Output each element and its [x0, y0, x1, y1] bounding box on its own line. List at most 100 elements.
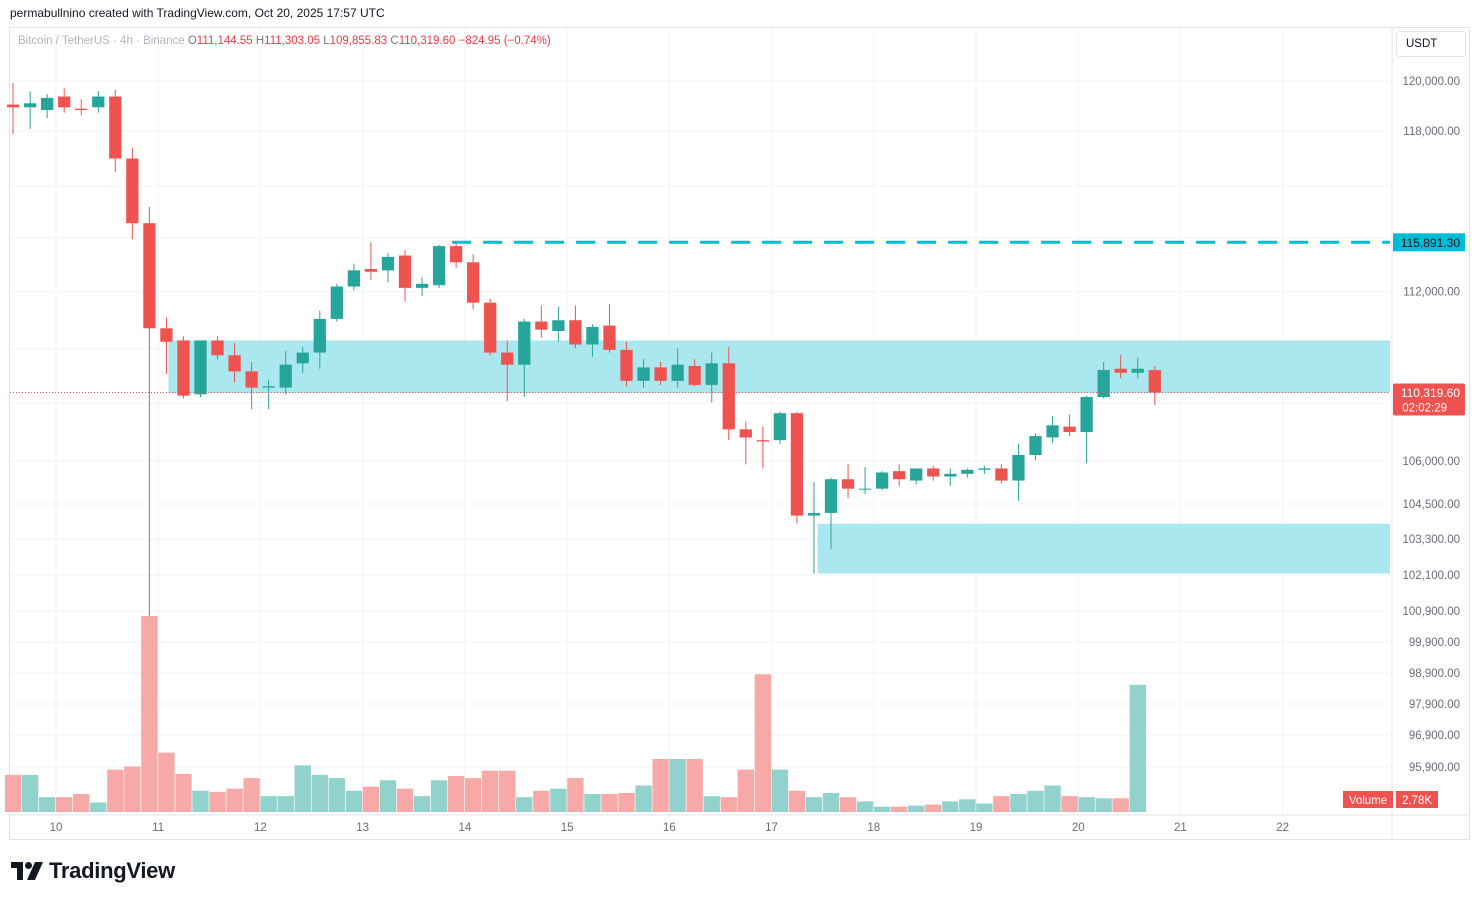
candle-body — [773, 413, 787, 441]
volume-bar — [430, 780, 448, 812]
volume-value-tag — [1396, 791, 1438, 808]
volume-bar — [601, 793, 618, 812]
level-price-text: 115,891.30 — [1401, 236, 1460, 250]
volume-bar — [703, 796, 720, 812]
candle-body — [654, 367, 667, 381]
volume-bar — [107, 769, 124, 812]
volume-bar — [635, 785, 652, 812]
symbol-info[interactable]: Bitcoin / TetherUS · 4h · Binance — [18, 35, 185, 47]
tradingview-logo[interactable]: TradingView — [11, 858, 175, 884]
chart-frame[interactable] — [9, 27, 1470, 840]
volume-tag — [1343, 791, 1393, 808]
volume-bar — [260, 796, 277, 812]
volume-value-text: 2.78K — [1402, 795, 1432, 807]
price-tick-label: 118,000.00 — [1403, 126, 1460, 138]
volume-bar — [942, 801, 959, 812]
candle-body — [501, 352, 514, 365]
volume-bar — [362, 786, 380, 812]
support-resistance-zone — [168, 340, 1390, 393]
volume-bar — [294, 765, 311, 812]
candle-body — [1131, 368, 1144, 373]
close-value: 110,319.60 — [398, 35, 456, 47]
time-tick-label: 14 — [458, 822, 471, 834]
candle-body — [58, 96, 71, 108]
volume-bar — [1061, 796, 1078, 812]
candle-body — [313, 318, 326, 353]
candle-body — [398, 255, 412, 288]
candle-body — [211, 340, 224, 356]
volume-bar — [1044, 785, 1061, 812]
volume-bar — [584, 793, 601, 812]
time-tick-label: 16 — [663, 822, 676, 834]
candle-body — [518, 321, 531, 365]
time-tick-label: 10 — [50, 822, 63, 834]
volume-bar — [805, 797, 823, 812]
candle-body — [671, 364, 684, 381]
price-tick-label: 95,900.00 — [1409, 762, 1460, 774]
volume-bar — [311, 774, 328, 812]
currency-selector[interactable]: USDT — [1396, 31, 1466, 57]
volume-bar — [1010, 793, 1027, 812]
volume-bar — [788, 790, 806, 812]
candle-body — [722, 363, 735, 430]
support-resistance-zone — [817, 523, 1390, 574]
candle-body — [296, 352, 309, 364]
candle-body — [756, 440, 769, 442]
candle-body — [688, 366, 701, 385]
volume-bars — [4, 616, 1146, 812]
low-value: 109,855.83 — [329, 35, 388, 47]
candle-body — [1046, 425, 1059, 438]
horizontal-level[interactable] — [10, 240, 1390, 393]
volume-bar — [192, 790, 209, 812]
volume-bar — [209, 791, 226, 812]
volume-bar — [124, 766, 141, 812]
volume-bar — [908, 805, 925, 812]
volume-bar — [56, 797, 73, 812]
price-tick-label: 104,500.00 — [1402, 499, 1460, 511]
high-value: 111,303.05 — [264, 35, 321, 47]
volume-bar — [328, 778, 346, 812]
volume-bar — [4, 774, 22, 812]
volume-bar — [959, 799, 976, 812]
last-price-text: 110,319.60 — [1401, 386, 1460, 400]
candle-body — [415, 283, 429, 288]
candle-body — [586, 326, 599, 345]
volume-bar — [158, 752, 175, 812]
candle-body — [875, 472, 889, 489]
volume-bar — [413, 796, 431, 812]
candle-body — [1029, 436, 1042, 455]
volume-bar — [73, 793, 90, 812]
volume-bar — [1078, 797, 1095, 812]
candle-body — [6, 104, 20, 108]
chart-caption: permabullnino created with TradingView.c… — [10, 6, 385, 20]
low-label: L — [323, 35, 330, 47]
candle-body — [467, 262, 480, 303]
volume-bar — [550, 788, 567, 812]
candle-body — [194, 340, 207, 395]
time-tick-label: 21 — [1174, 822, 1187, 834]
time-tick-label: 11 — [152, 822, 164, 834]
volume-bar — [533, 790, 550, 812]
volume-bar — [925, 804, 942, 812]
candle-body — [858, 488, 872, 490]
candle-body — [245, 371, 258, 388]
candle-body — [603, 325, 616, 350]
volume-bar — [277, 796, 294, 812]
countdown-text: 02:02:29 — [1402, 402, 1447, 414]
candle-body — [1012, 454, 1025, 481]
time-tick-label: 18 — [867, 822, 880, 834]
candle-body — [41, 97, 54, 111]
price-tick-label: 103,300.00 — [1402, 534, 1460, 546]
close-label: C — [390, 35, 399, 47]
volume-bar — [754, 674, 772, 812]
brand-name: TradingView — [49, 858, 175, 883]
volume-bar — [737, 769, 754, 812]
volume-bar — [464, 778, 482, 812]
last-price-tag — [1393, 383, 1465, 416]
volume-bar — [652, 759, 669, 812]
candle-body — [569, 320, 582, 345]
volume-bar — [516, 797, 533, 812]
volume-bar — [856, 801, 874, 812]
candle-body — [432, 246, 446, 286]
